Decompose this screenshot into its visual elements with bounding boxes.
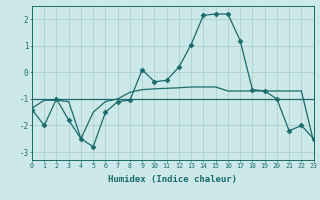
X-axis label: Humidex (Indice chaleur): Humidex (Indice chaleur) xyxy=(108,175,237,184)
